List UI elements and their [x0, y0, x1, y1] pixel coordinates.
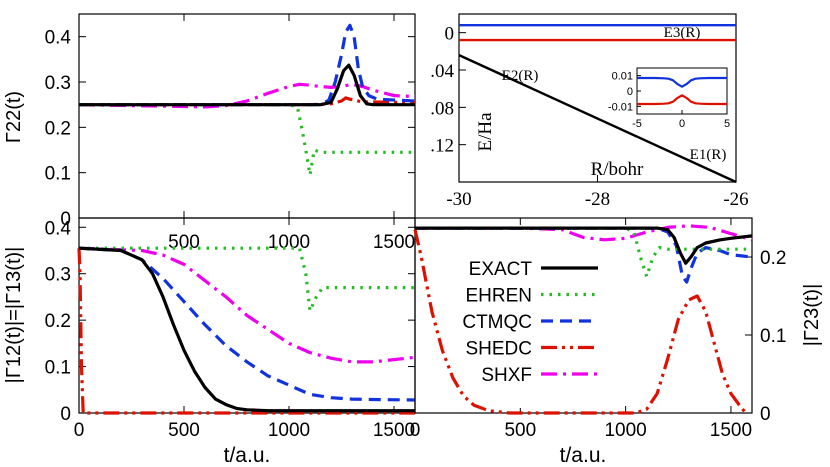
p4-legend-box — [423, 256, 608, 408]
p3-series-ctmqc — [78, 246, 416, 402]
p4-ytick-label: 0.1 — [760, 326, 786, 347]
p1-ylabel: Γ22(t) — [3, 91, 25, 143]
p4-xtick-label: 1000 — [604, 420, 646, 441]
p1-series-ctmqc — [79, 23, 416, 107]
p2-ytick-label: .04 — [430, 61, 454, 82]
p1-frame — [78, 13, 416, 219]
p1-ytick-label: 0.2 — [45, 118, 71, 139]
p1-xtick-label: 1000 — [268, 232, 310, 253]
p4-legend-label: EXACT — [469, 259, 533, 280]
p2-ytick-label: .08 — [430, 98, 454, 119]
p4-legend-label: SHXF — [481, 365, 532, 386]
p2-inset-series-curve — [637, 94, 727, 106]
p3-ytick-label: 0.4 — [45, 218, 72, 239]
p2-ytick-label: 0 — [445, 24, 455, 45]
p2-xtick-label: -28 — [585, 189, 610, 210]
panel-gamma22: 0 0.1 0.2 0.3 0.4 500 1000 1500 Γ22(t) — [3, 13, 416, 253]
p4-ytick-label: 0 — [760, 404, 771, 425]
p3-ytick-label: 0.3 — [45, 265, 71, 286]
p4-legend-label: EHREN — [465, 286, 532, 307]
panel-energy-curves: 0 .04 .08 .12 -30 -28 -26 E3(R) E2(R) E1(R) R/bohr… — [430, 13, 749, 210]
p2-series-e1r — [458, 54, 737, 184]
p3-xtick-label: 1000 — [268, 420, 310, 441]
p4-ylabel: |Γ23(t)| — [801, 284, 823, 347]
p4-xtick-label: 0 — [410, 420, 421, 441]
p3-xtick-label: 500 — [168, 420, 200, 441]
p2-inset-series-curve — [637, 76, 727, 88]
p3-series-exact — [78, 246, 415, 413]
p3-series-shxf — [78, 246, 416, 364]
p3-ylabel: |Γ12(t)|=|Γ13(t)| — [3, 247, 25, 384]
p3-ytick-label: 0 — [60, 404, 71, 425]
p4-xlabel: t/a.u. — [560, 444, 607, 467]
p2-ytick-label: .12 — [430, 136, 454, 157]
p2-xlabel: R/bohr — [591, 159, 644, 180]
panel-gamma12-gamma13: 0 0.1 0.2 0.3 0.4 0 500 1000 1500 t/a.u. |Γ12(t)|=… — [3, 217, 416, 467]
p3-xtick-label: 0 — [74, 420, 85, 441]
p3-xtick-label: 1500 — [373, 420, 415, 441]
p2-xtick-label: -26 — [723, 189, 748, 210]
p2-inset-xtick-label: 5 — [724, 118, 730, 130]
p1-ytick-label: 0.1 — [45, 164, 71, 185]
p2-ylabel: E/Ha — [475, 112, 496, 152]
p1-ytick-label: 0 — [60, 209, 71, 230]
p4-series-exact — [415, 226, 753, 265]
p2-inset-ytick-label: 0.01 — [612, 71, 633, 83]
p3-ytick-label: 0.2 — [45, 311, 71, 332]
p2-inset-xtick-label: 0 — [679, 118, 685, 130]
p1-xtick-label: 500 — [168, 232, 200, 253]
p2-inset-ytick-label: -0.01 — [608, 101, 633, 113]
p3-series-ehren — [79, 246, 415, 313]
p3-series-shedc — [77, 248, 415, 415]
p2-label-e1: E1(R) — [690, 147, 727, 163]
p4-series-ctmqc — [415, 226, 753, 284]
p4-legend-label: SHEDC — [465, 339, 532, 360]
p2-inset-ytick-label: 0 — [627, 86, 633, 98]
p2-label-e2: E2(R) — [502, 68, 539, 84]
p1-ytick-label: 0.3 — [45, 73, 71, 94]
p2-inset-frame — [636, 67, 728, 115]
p3-xlabel: t/a.u. — [224, 444, 271, 467]
p1-xtick-label: 1500 — [373, 232, 415, 253]
p4-xtick-label: 1500 — [710, 420, 752, 441]
p1-series-ehren — [79, 103, 415, 177]
p2-label-e3: E3(R) — [664, 25, 701, 41]
p4-legend-label: CTMQC — [462, 312, 532, 333]
p4-ytick-label: 0.2 — [760, 248, 786, 269]
p2-inset-xtick-label: -5 — [632, 118, 642, 130]
panel-gamma23: 0 0.1 0.2 0 500 1000 1500 EXACT EHREN CTMQC SHEDC S… — [410, 217, 823, 467]
p4-series-shedc — [413, 229, 747, 415]
p1-ytick-label: 0.4 — [45, 28, 72, 49]
p1-series-exact — [79, 63, 415, 107]
p4-xtick-label: 500 — [504, 420, 536, 441]
p3-ytick-label: 0.1 — [45, 358, 71, 379]
p2-xtick-label: -30 — [446, 189, 471, 210]
